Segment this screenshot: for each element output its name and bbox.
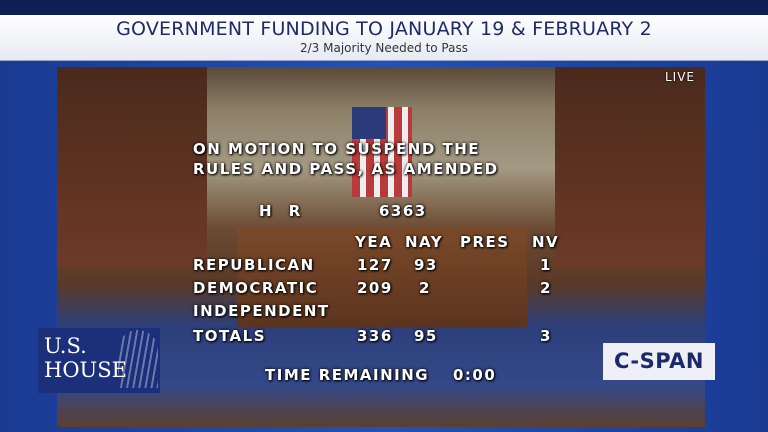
column-yea: YEA [355, 233, 393, 251]
row-party: REPUBLICAN [193, 256, 315, 274]
row-nay: 2 [419, 279, 431, 297]
us-flag [352, 107, 412, 197]
banner-title: GOVERNMENT FUNDING TO JANUARY 19 & FEBRU… [116, 18, 652, 40]
house-logo-line2: HOUSE [44, 358, 127, 382]
cspan-logo: C-SPAN [603, 343, 715, 380]
capitol-dome-icon [118, 330, 158, 388]
time-remaining-value: 0:00 [453, 366, 497, 384]
row-nay: 95 [414, 327, 438, 345]
chamber-wall-right [555, 67, 705, 267]
row-yea: 336 [357, 327, 393, 345]
motion-line-1: ON MOTION TO SUSPEND THE [193, 140, 481, 158]
chamber-wall-left [57, 67, 207, 267]
bill-prefix: H R [259, 202, 307, 220]
row-yea: 209 [357, 279, 393, 297]
top-bar [0, 0, 768, 15]
video-frame [57, 67, 705, 427]
time-remaining-label: TIME REMAINING [265, 366, 430, 384]
banner-subtitle: 2/3 Majority Needed to Pass [300, 41, 468, 55]
row-nv: 3 [540, 327, 552, 345]
bill-number: 6363 [379, 202, 427, 220]
live-indicator: LIVE [665, 70, 696, 84]
column-nv: NV [532, 233, 560, 251]
column-nay: NAY [405, 233, 444, 251]
row-party: TOTALS [193, 327, 267, 345]
column-pres: PRES [460, 233, 510, 251]
row-party: INDEPENDENT [193, 302, 330, 320]
speaker-dais [237, 227, 527, 327]
row-nv: 2 [540, 279, 552, 297]
us-house-logo: U.S. HOUSE [38, 328, 160, 393]
house-logo-line1: U.S. [44, 334, 87, 358]
row-nv: 1 [540, 256, 552, 274]
lower-third-banner: GOVERNMENT FUNDING TO JANUARY 19 & FEBRU… [0, 15, 768, 61]
row-yea: 127 [357, 256, 393, 274]
motion-line-2: RULES AND PASS, AS AMENDED [193, 160, 499, 178]
row-party: DEMOCRATIC [193, 279, 319, 297]
row-nay: 93 [414, 256, 438, 274]
